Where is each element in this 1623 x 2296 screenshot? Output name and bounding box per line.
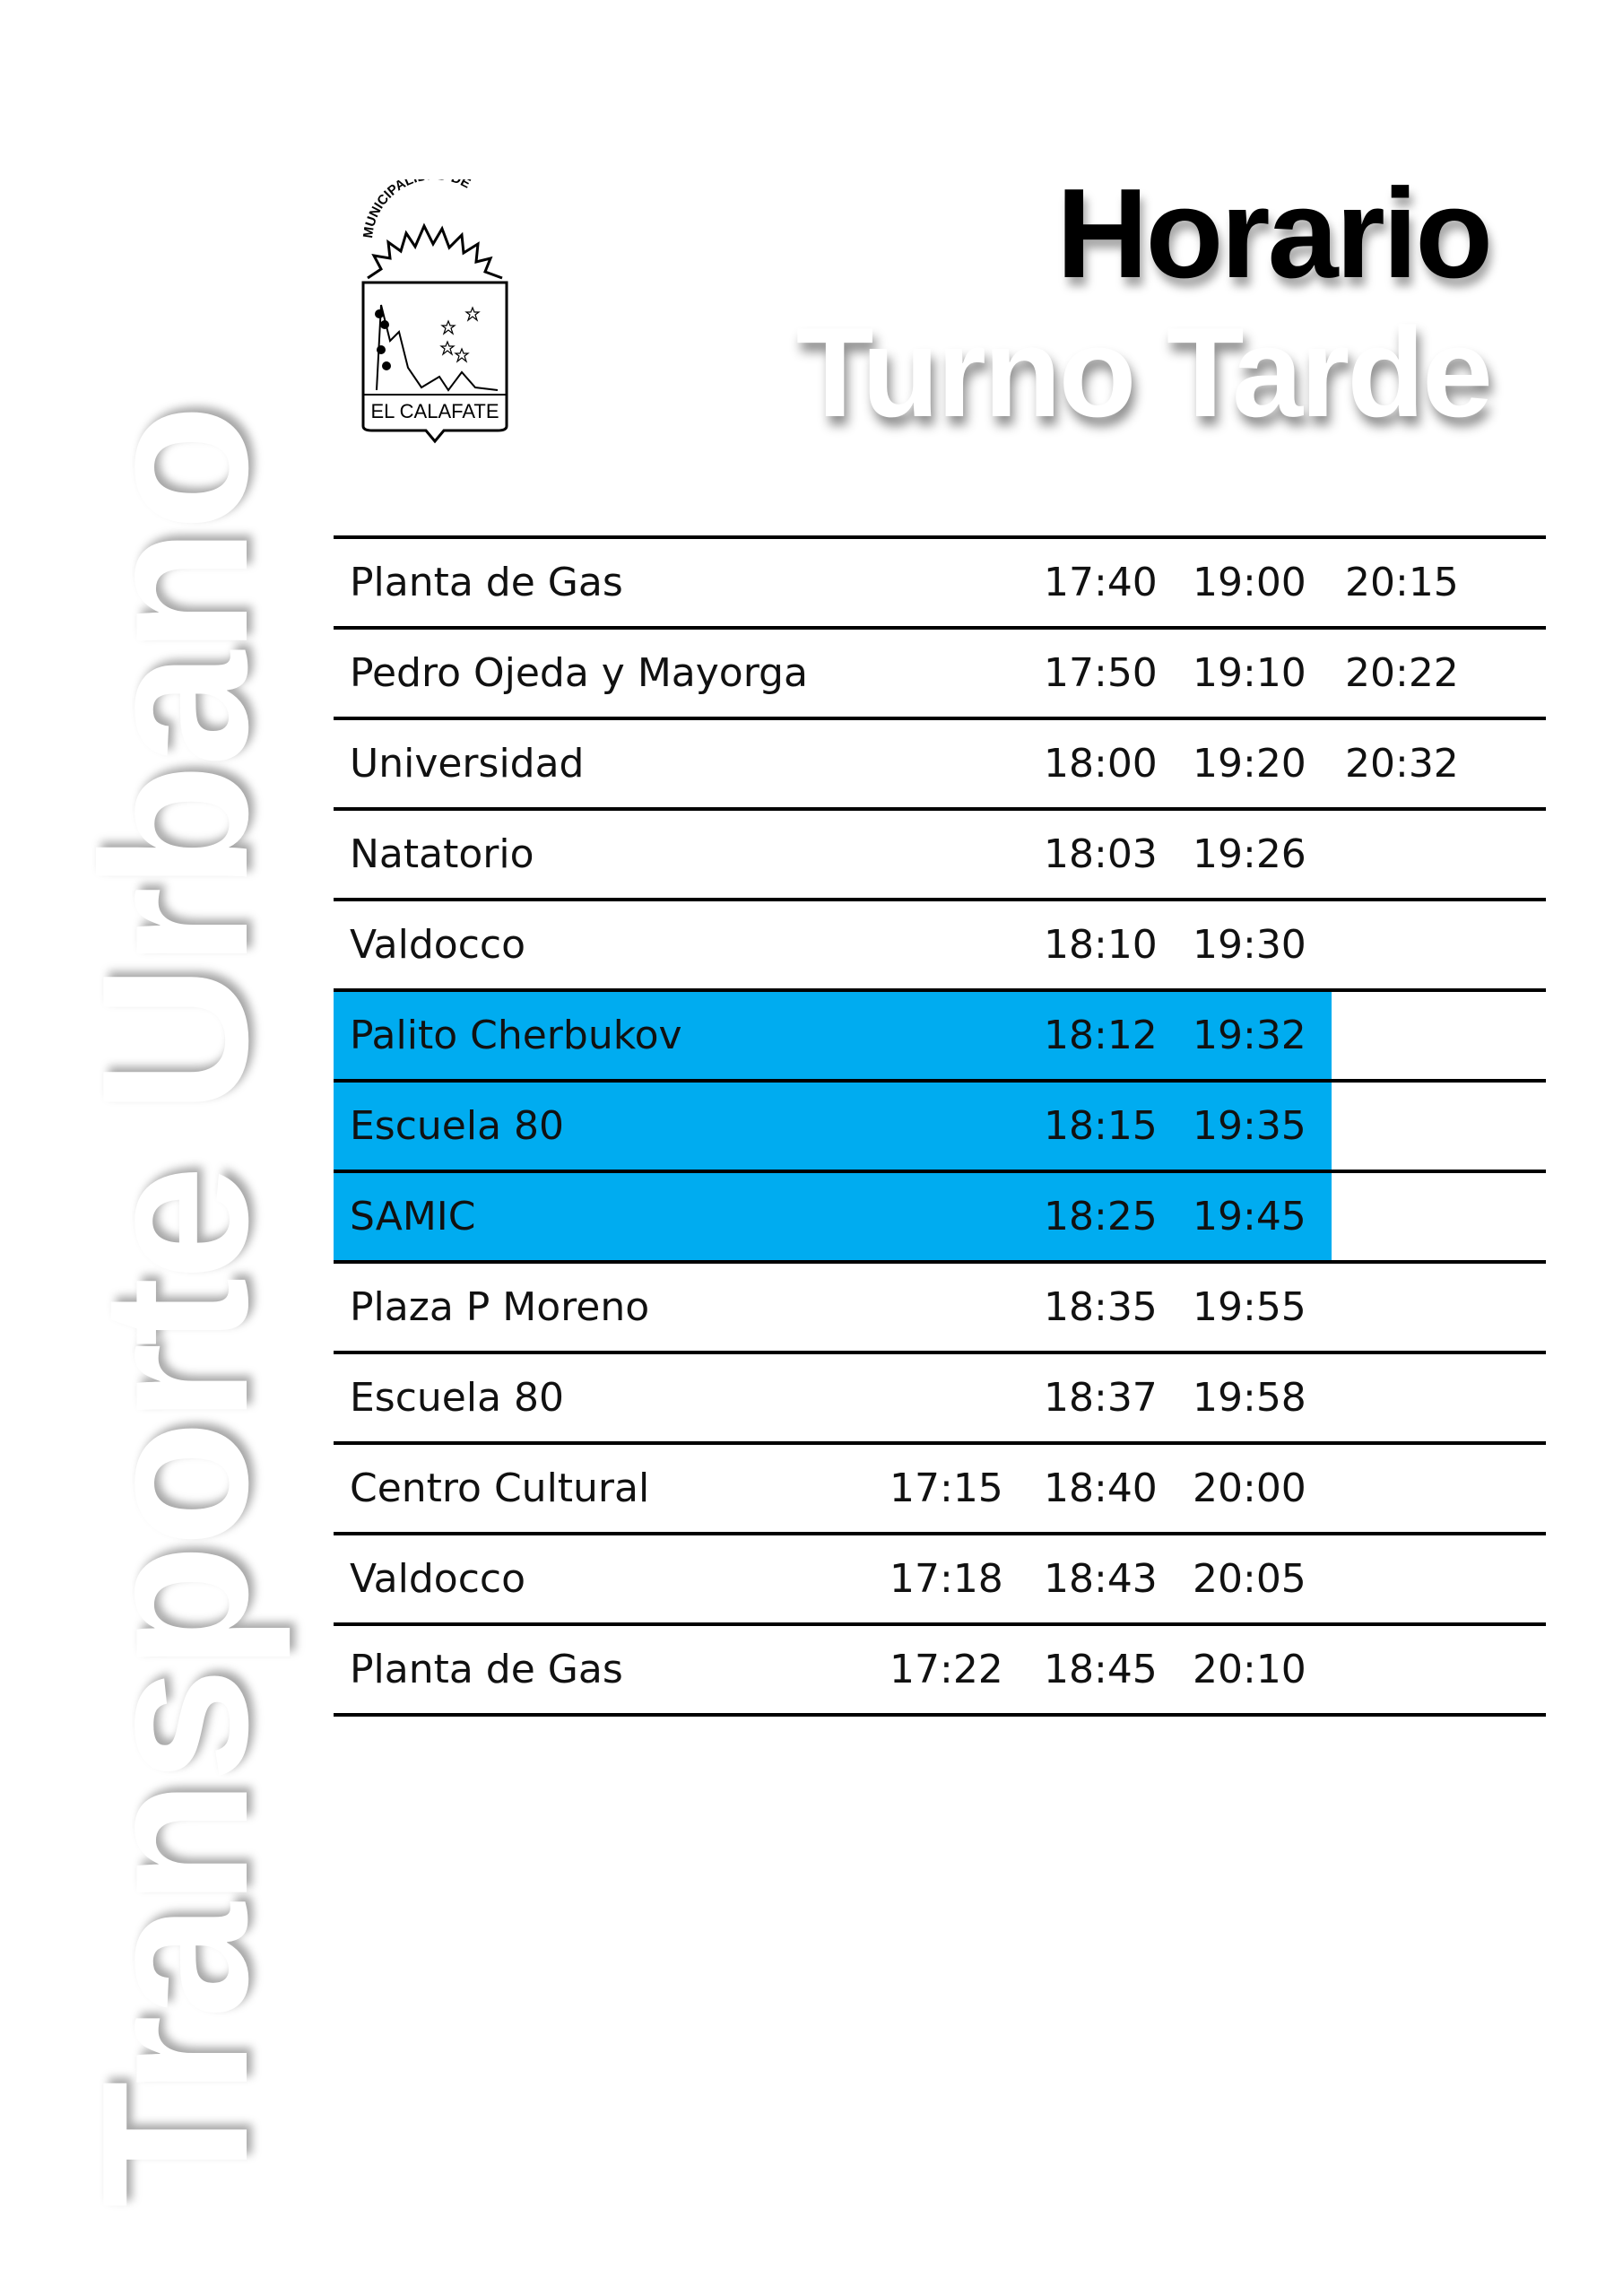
time-2: 18:00 bbox=[1044, 740, 1158, 787]
schedule-row: Centro Cultural 17:15 18:40 20:00 bbox=[334, 1441, 1546, 1532]
stop-name: Centro Cultural bbox=[350, 1465, 650, 1511]
side-title: Transporte Urbano bbox=[59, 407, 291, 2208]
schedule-row: SAMIC 18:25 19:45 bbox=[334, 1170, 1546, 1260]
time-3: 19:30 bbox=[1193, 921, 1306, 968]
svg-text:EL CALAFATE: EL CALAFATE bbox=[370, 400, 499, 422]
time-3: 20:00 bbox=[1193, 1465, 1306, 1511]
time-3: 19:45 bbox=[1193, 1193, 1306, 1239]
time-3: 20:05 bbox=[1193, 1555, 1306, 1602]
time-2: 18:03 bbox=[1044, 831, 1158, 877]
time-2: 18:40 bbox=[1044, 1465, 1158, 1511]
stop-name: SAMIC bbox=[350, 1193, 476, 1239]
schedule-row: Universidad 18:00 19:20 20:32 bbox=[334, 717, 1546, 807]
schedule-row: Palito Cherbukov 18:12 19:32 bbox=[334, 988, 1546, 1079]
stop-name: Escuela 80 bbox=[350, 1374, 565, 1421]
stop-name: Palito Cherbukov bbox=[350, 1012, 682, 1058]
time-2: 17:40 bbox=[1044, 559, 1158, 605]
time-4: 20:32 bbox=[1345, 740, 1459, 787]
schedule-row: Planta de Gas 17:40 19:00 20:15 bbox=[334, 535, 1546, 626]
time-2: 18:37 bbox=[1044, 1374, 1158, 1421]
time-4: 20:15 bbox=[1345, 559, 1459, 605]
schedule-row: Escuela 80 18:15 19:35 bbox=[334, 1079, 1546, 1170]
time-2: 18:45 bbox=[1044, 1646, 1158, 1692]
stop-name: Planta de Gas bbox=[350, 559, 623, 605]
time-3: 19:35 bbox=[1193, 1102, 1306, 1149]
stop-name: Plaza P Moreno bbox=[350, 1283, 650, 1330]
time-3: 19:55 bbox=[1193, 1283, 1306, 1330]
time-3: 19:26 bbox=[1193, 831, 1306, 877]
time-2: 18:12 bbox=[1044, 1012, 1158, 1058]
stop-name: Valdocco bbox=[350, 921, 526, 968]
schedule-table: Planta de Gas 17:40 19:00 20:15 Pedro Ojeda … bbox=[334, 535, 1546, 1717]
stop-name: Escuela 80 bbox=[350, 1102, 565, 1149]
stop-name: Universidad bbox=[350, 740, 585, 787]
time-2: 18:10 bbox=[1044, 921, 1158, 968]
time-2: 18:15 bbox=[1044, 1102, 1158, 1149]
svg-text:MUNICIPALIDAD DE: MUNICIPALIDAD DE bbox=[360, 179, 473, 239]
time-1: 17:18 bbox=[890, 1555, 1003, 1602]
stop-name: Valdocco bbox=[350, 1555, 526, 1602]
schedule-row: Valdocco 18:10 19:30 bbox=[334, 898, 1546, 988]
schedule-row: Pedro Ojeda y Mayorga 17:50 19:10 20:22 bbox=[334, 626, 1546, 717]
municipality-logo: MUNICIPALIDAD DE EL CALAFATE bbox=[354, 168, 516, 448]
time-3: 19:20 bbox=[1193, 740, 1306, 787]
title-horario: Horario bbox=[1056, 162, 1493, 305]
stop-name: Natatorio bbox=[350, 831, 534, 877]
stop-name: Pedro Ojeda y Mayorga bbox=[350, 649, 808, 696]
time-1: 17:22 bbox=[890, 1646, 1003, 1692]
schedule-row: Natatorio 18:03 19:26 bbox=[334, 807, 1546, 898]
title-turno-tarde: Turno Tarde bbox=[795, 301, 1493, 444]
time-2: 18:35 bbox=[1044, 1283, 1158, 1330]
time-2: 18:43 bbox=[1044, 1555, 1158, 1602]
time-3: 19:10 bbox=[1193, 649, 1306, 696]
schedule-row: Escuela 80 18:37 19:58 bbox=[334, 1351, 1546, 1441]
schedule-row: Plaza P Moreno 18:35 19:55 bbox=[334, 1260, 1546, 1351]
schedule-row: Valdocco 17:18 18:43 20:05 bbox=[334, 1532, 1546, 1622]
time-2: 17:50 bbox=[1044, 649, 1158, 696]
time-3: 20:10 bbox=[1193, 1646, 1306, 1692]
time-1: 17:15 bbox=[890, 1465, 1003, 1511]
schedule-row: Planta de Gas 17:22 18:45 20:10 bbox=[334, 1622, 1546, 1717]
time-3: 19:58 bbox=[1193, 1374, 1306, 1421]
time-3: 19:32 bbox=[1193, 1012, 1306, 1058]
time-3: 19:00 bbox=[1193, 559, 1306, 605]
stop-name: Planta de Gas bbox=[350, 1646, 623, 1692]
time-4: 20:22 bbox=[1345, 649, 1459, 696]
time-2: 18:25 bbox=[1044, 1193, 1158, 1239]
